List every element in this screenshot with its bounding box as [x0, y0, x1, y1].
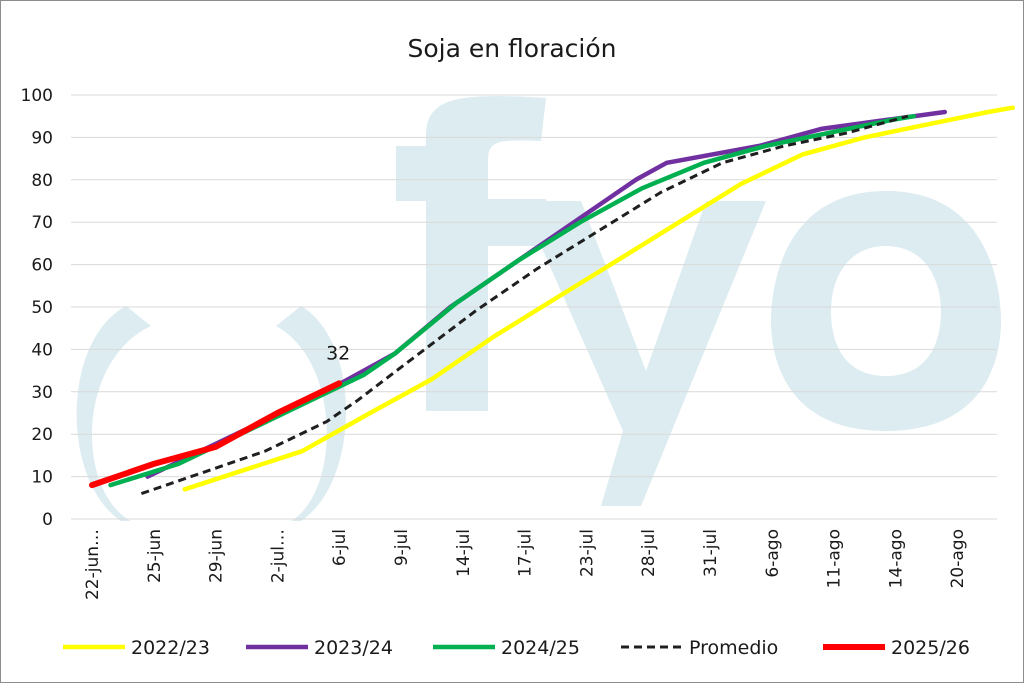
y-tick-label: 60	[31, 256, 53, 276]
x-tick-label: 14-ago	[886, 529, 906, 588]
x-tick-label: 20-ago	[948, 529, 968, 588]
x-tick-label: 6-ago	[763, 529, 783, 578]
legend-label: 2025/26	[891, 637, 970, 659]
x-tick-label: 25-jun	[145, 529, 165, 583]
x-tick-label: 22-jun…	[83, 529, 103, 600]
watermark-y-glyph	[521, 201, 766, 506]
y-tick-label: 70	[31, 213, 53, 233]
x-tick-label: 14-jul	[454, 529, 474, 577]
y-axis: 0 10 20 30 40 50 60 70 80 90 100	[21, 86, 53, 530]
legend-label: 2024/25	[501, 637, 580, 659]
legend: 2022/23 2023/24 2024/25 Promedio 2025/26	[63, 637, 970, 659]
x-tick-label: 2-jul…	[268, 529, 288, 583]
data-labels: 32	[326, 342, 350, 364]
watermark-left-arc	[76, 306, 151, 521]
y-tick-label: 80	[31, 171, 53, 191]
x-tick-label: 28-jul	[639, 529, 659, 577]
watermark-f-glyph	[396, 96, 546, 411]
y-tick-label: 40	[31, 340, 53, 360]
chart-title: Soja en floración	[407, 34, 616, 63]
series-line-promedio	[140, 114, 909, 496]
y-tick-label: 30	[31, 383, 53, 403]
gridlines	[71, 94, 997, 520]
y-tick-label: 20	[31, 425, 53, 445]
x-tick-label: 29-jun	[207, 529, 227, 583]
series-line-2025-26	[89, 380, 343, 489]
watermark-o-glyph	[771, 191, 1001, 431]
x-tick-label: 6-jul	[330, 529, 350, 566]
y-tick-label: 50	[31, 298, 53, 318]
y-tick-label: 100	[21, 86, 53, 106]
x-axis: 22-jun… 25-jun 29-jun 2-jul… 6-jul 9-jul 14-ju…	[83, 529, 968, 600]
fyo-watermark	[76, 96, 1001, 521]
x-tick-label: 17-jul	[516, 529, 536, 577]
data-label: 32	[326, 342, 350, 364]
y-tick-label: 0	[42, 510, 53, 530]
x-tick-label: 31-jul	[701, 529, 721, 577]
legend-label: 2023/24	[314, 637, 393, 659]
legend-label: 2022/23	[131, 637, 210, 659]
y-tick-label: 10	[31, 468, 53, 488]
series-line-2022-23	[182, 105, 1016, 492]
y-tick-label: 90	[31, 128, 53, 148]
x-tick-label: 23-jul	[577, 529, 597, 577]
series-lines	[89, 105, 1016, 496]
legend-label: Promedio	[689, 637, 778, 659]
x-tick-label: 9-jul	[392, 529, 412, 566]
x-tick-label: 11-ago	[825, 529, 845, 588]
watermark-right-arc	[276, 306, 346, 521]
